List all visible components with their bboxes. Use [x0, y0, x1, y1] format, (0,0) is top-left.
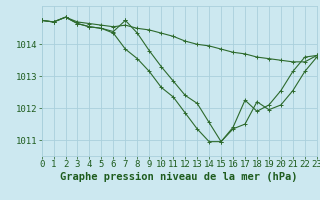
X-axis label: Graphe pression niveau de la mer (hPa): Graphe pression niveau de la mer (hPa) [60, 172, 298, 182]
